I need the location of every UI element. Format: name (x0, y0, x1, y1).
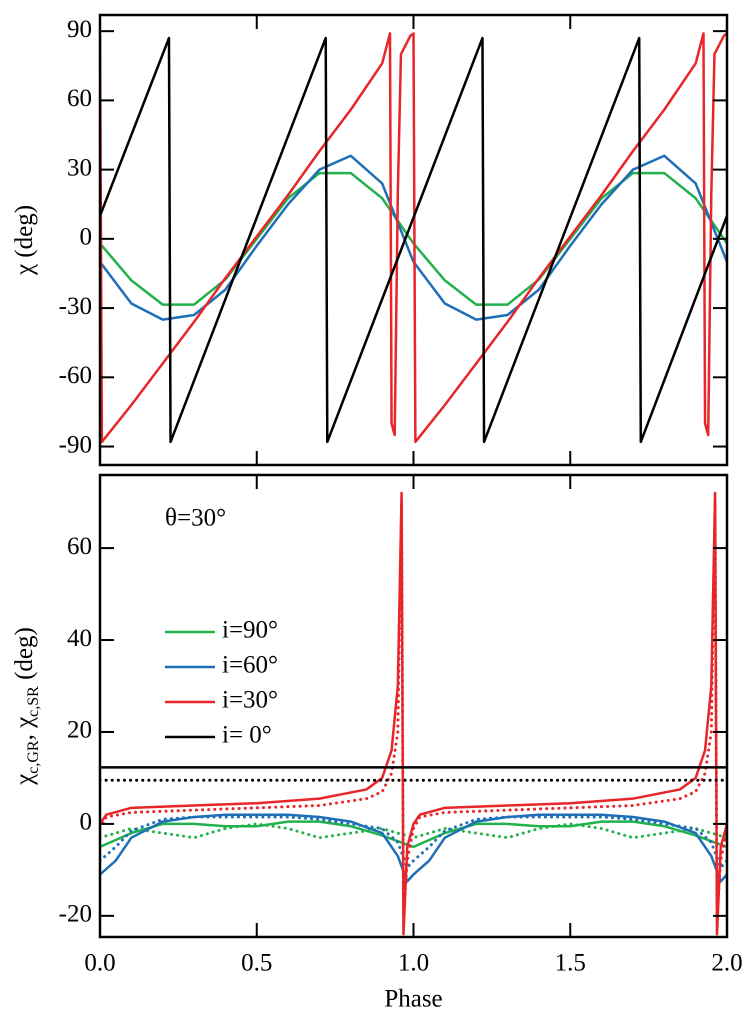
gr-line (100, 32, 727, 444)
legend-label: i=90° (222, 617, 278, 644)
y-tick-label: 30 (67, 154, 92, 181)
y-tick-label: 0 (80, 224, 93, 251)
y-tick-label: -30 (59, 293, 92, 320)
y-tick-label: 60 (67, 533, 92, 560)
y-axis-label-part: χ (deg) (11, 205, 38, 276)
y-axis-label-part: c,GR (25, 740, 42, 774)
x-tick-label: 0.5 (241, 950, 272, 977)
annotation: θ=30° (165, 505, 226, 532)
x-tick-label: 2.0 (711, 950, 742, 977)
x-tick-label: 1.5 (555, 950, 586, 977)
y-axis-label-part: χ (11, 774, 38, 786)
y-axis-label: χc,GR, χc,SR (deg) (11, 627, 42, 786)
frame (98, 473, 729, 939)
y-tick-label: 90 (67, 16, 92, 43)
y-tick-label: 60 (67, 85, 92, 112)
gr-line (100, 491, 727, 936)
y-tick-label: -60 (59, 362, 92, 389)
y-tick-label: -20 (59, 901, 92, 928)
sr-line (100, 815, 727, 870)
sr-line (100, 500, 727, 918)
gr-line (100, 813, 727, 883)
y-tick-label: 0 (80, 809, 93, 836)
y-tick-label: 40 (67, 625, 92, 652)
y-tick-label: 20 (67, 717, 92, 744)
x-tick-label: 1.0 (398, 950, 429, 977)
gr-line (100, 820, 727, 849)
legend-label: i= 0° (222, 722, 272, 749)
legend-label: i=60° (222, 652, 278, 679)
x-tick-label: 0.0 (84, 950, 115, 977)
y-axis-label-part: c,SR (25, 686, 42, 717)
y-axis-label-part: (deg) (11, 627, 38, 686)
y-tick-label: -90 (59, 431, 92, 458)
gr-line (100, 36, 727, 444)
x-axis-label: Phase (384, 986, 442, 1013)
legend-label: i=30° (222, 687, 278, 714)
plot-area (100, 32, 727, 444)
frame (98, 13, 729, 467)
y-axis-label: χ (deg) (11, 205, 38, 276)
y-axis-label-part: , χ (11, 717, 38, 741)
plot-area (100, 491, 727, 936)
